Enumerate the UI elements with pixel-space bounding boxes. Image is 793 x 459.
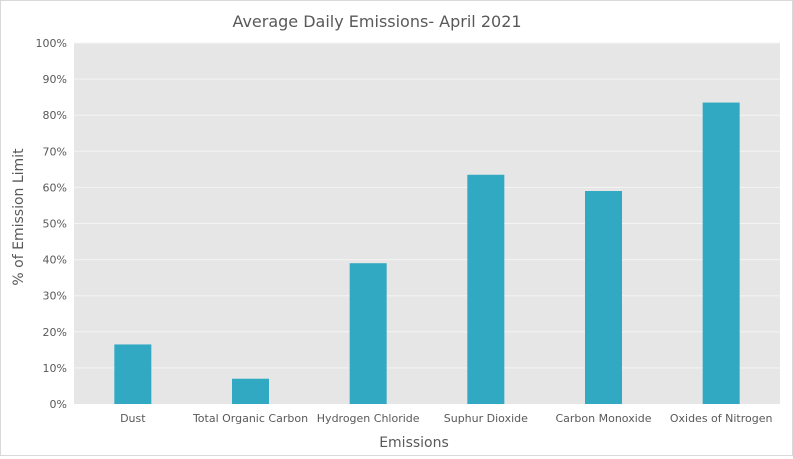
bars bbox=[114, 102, 740, 404]
x-tick-label: Total Organic Carbon bbox=[192, 412, 308, 425]
y-tick-label: 90% bbox=[43, 73, 67, 86]
y-tick-label: 20% bbox=[43, 326, 67, 339]
gridlines bbox=[74, 42, 780, 369]
x-tick-label: Suphur Dioxide bbox=[444, 412, 528, 425]
y-tick-label: 10% bbox=[43, 362, 67, 375]
y-axis-title: % of Emission Limit bbox=[11, 148, 27, 286]
y-axis-ticks: 0% 10% 20% 30% 40% 50% 60% 70% 80% 90% 100% bbox=[36, 37, 67, 411]
y-tick-label: 0% bbox=[50, 398, 67, 411]
x-axis-title: Emissions bbox=[379, 435, 449, 451]
y-tick-label: 70% bbox=[43, 145, 67, 158]
y-tick-label: 50% bbox=[43, 218, 67, 231]
y-tick-label: 80% bbox=[43, 109, 67, 122]
bar bbox=[114, 344, 152, 404]
bar bbox=[232, 378, 269, 404]
bar bbox=[349, 263, 387, 404]
y-tick-label: 60% bbox=[43, 181, 67, 194]
y-tick-label: 30% bbox=[43, 290, 67, 303]
chart-title: Average Daily Emissions- April 2021 bbox=[232, 12, 521, 31]
x-axis-ticks: Dust Total Organic Carbon Hydrogen Chlorid… bbox=[120, 412, 772, 425]
y-tick-label: 40% bbox=[43, 254, 67, 267]
bar bbox=[702, 102, 740, 404]
bar bbox=[467, 174, 505, 404]
y-tick-label: 100% bbox=[36, 37, 67, 50]
x-tick-label: Oxides of Nitrogen bbox=[670, 412, 773, 425]
bar bbox=[585, 191, 622, 404]
x-tick-label: Carbon Monoxide bbox=[555, 412, 651, 425]
x-tick-label: Dust bbox=[120, 412, 146, 425]
x-tick-label: Hydrogen Chloride bbox=[317, 412, 420, 425]
